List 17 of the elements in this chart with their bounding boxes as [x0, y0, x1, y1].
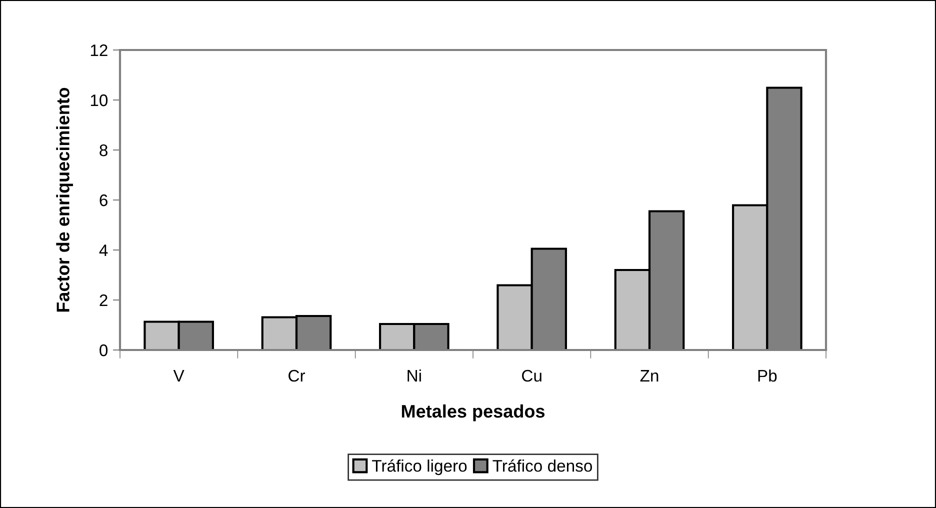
y-tick-label: 2: [100, 294, 108, 306]
x-tick-label: Pb: [758, 369, 777, 382]
y-tick-label: 0: [100, 344, 108, 356]
y-tick-label: 8: [100, 144, 108, 156]
legend-label: Tráfico denso: [492, 459, 592, 472]
y-tick-label: 6: [100, 194, 108, 206]
x-tick-label: Ni: [408, 369, 421, 382]
x-tick-label: Zn: [640, 370, 658, 382]
y-tick-label: 10: [90, 94, 108, 106]
y-axis-title: Factor de enriquecimiento: [56, 88, 73, 312]
x-axis-title: Metales pesados: [402, 404, 545, 422]
y-tick-label: 4: [99, 244, 108, 256]
legend-label: Tráfico ligero: [372, 459, 467, 476]
y-tick-label: 12: [90, 44, 108, 56]
x-tick-label: V: [173, 370, 184, 382]
x-tick-label: Cu: [522, 370, 542, 382]
x-tick-label: Cr: [288, 370, 306, 382]
